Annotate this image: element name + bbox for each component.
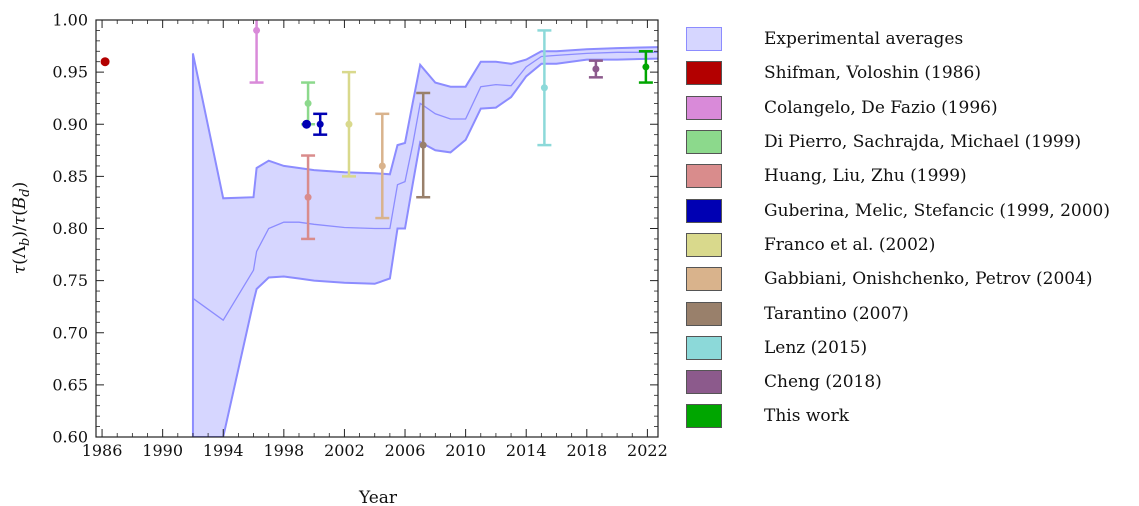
band-area <box>192 47 658 437</box>
axes-layer: 1986 1990 1994 1998 2002 2006 2010 2014 2018 2022… <box>52 11 667 461</box>
x-tick-label-3: 1998 <box>263 441 304 460</box>
x-tick-label-0: 1986 <box>82 441 123 460</box>
legend-swatch <box>686 267 722 292</box>
marks-layer <box>100 20 653 241</box>
legend-label: Lenz (2015) <box>764 337 868 358</box>
legend-item: Cheng (2018) <box>686 365 1136 399</box>
x-tick-label-1: 1990 <box>142 441 183 460</box>
legend-label: This work <box>764 406 850 427</box>
legend-item: Di Pierro, Sachrajda, Michael (1999) <box>686 125 1136 159</box>
y-tick-label-8: 1.00 <box>52 11 88 30</box>
legend-item: Huang, Liu, Zhu (1999) <box>686 159 1136 193</box>
x-tick-label-4: 2002 <box>324 441 365 460</box>
legend-label: Guberina, Melic, Stefancic (1999, 2000) <box>764 200 1110 221</box>
x-tick-label-2: 1994 <box>203 441 244 460</box>
data-point-10-0 <box>592 65 600 73</box>
band-lower-line <box>192 57 658 437</box>
legend-swatch <box>686 27 722 52</box>
legend-item: Shifman, Voloshin (1986) <box>686 56 1136 90</box>
legend-swatch <box>686 130 722 155</box>
legend-swatch <box>686 232 722 257</box>
legend-label: Tarantino (2007) <box>764 303 909 324</box>
y-tick-label-5: 0.85 <box>52 167 88 186</box>
x-axis-label: Year <box>358 488 398 506</box>
legend-item: Franco et al. (2002) <box>686 228 1136 262</box>
data-point-7-0 <box>378 162 386 170</box>
legend-label: Huang, Liu, Zhu (1999) <box>764 166 967 187</box>
y-tick-label-4: 0.80 <box>52 219 88 238</box>
y-tick-label-2: 0.70 <box>52 323 88 342</box>
data-point-1-0 <box>100 57 110 67</box>
y-tick-label-0: 0.60 <box>52 428 88 447</box>
x-tick-label-8: 2018 <box>566 441 607 460</box>
legend-item: Tarantino (2007) <box>686 296 1136 330</box>
legend-swatch <box>686 198 722 223</box>
data-point-4-0 <box>304 193 312 201</box>
band-upper-line <box>191 46 658 200</box>
legend-item: Gabbiani, Onishchenko, Petrov (2004) <box>686 262 1136 296</box>
data-point-3-0 <box>304 99 312 107</box>
legend-label: Di Pierro, Sachrajda, Michael (1999) <box>764 132 1082 153</box>
x-tick-label-9: 2022 <box>627 441 668 460</box>
band-central-line <box>192 51 658 322</box>
legend-swatch <box>686 164 722 189</box>
legend-swatch <box>686 95 722 120</box>
legend-item: Colangelo, De Fazio (1996) <box>686 91 1136 125</box>
legend-item: Guberina, Melic, Stefancic (1999, 2000) <box>686 193 1136 227</box>
data-point-5-0 <box>302 119 312 129</box>
y-tick-label-1: 0.65 <box>52 375 88 394</box>
band-layer <box>191 46 658 437</box>
x-tick-label-6: 2010 <box>445 441 486 460</box>
data-point-2-0 <box>253 26 261 34</box>
legend-label: Cheng (2018) <box>764 372 882 393</box>
y-tick-label-7: 0.95 <box>52 63 88 82</box>
legend-item: Lenz (2015) <box>686 331 1136 365</box>
legend-swatch <box>686 301 722 326</box>
data-point-5-1 <box>316 120 324 128</box>
legend-swatch <box>686 335 722 360</box>
x-tick-label-5: 2006 <box>385 441 426 460</box>
legend-item: Experimental averages <box>686 22 1136 56</box>
legend-swatch <box>686 404 722 429</box>
legend-label: Experimental averages <box>764 29 964 50</box>
legend-swatch <box>686 61 722 86</box>
legend-label: Gabbiani, Onishchenko, Petrov (2004) <box>764 269 1093 290</box>
legend-item: This work <box>686 399 1136 433</box>
legend-label: Franco et al. (2002) <box>764 234 936 255</box>
legend-label: Shifman, Voloshin (1986) <box>764 63 981 84</box>
x-tick-label-7: 2014 <box>506 441 547 460</box>
y-tick-label-6: 0.90 <box>52 115 88 134</box>
data-point-9-0 <box>540 84 548 92</box>
data-point-8-0 <box>419 141 427 149</box>
y-axis-label: τ(Λb)/τ(Bd) <box>10 182 33 275</box>
legend-label: Colangelo, De Fazio (1996) <box>764 97 998 118</box>
y-tick-label-3: 0.75 <box>52 271 88 290</box>
data-point-11-0 <box>642 63 650 71</box>
legend-swatch <box>686 370 722 395</box>
data-point-6-0 <box>345 120 353 128</box>
legend: Experimental averages Shifman, Voloshin (… <box>686 22 1136 434</box>
